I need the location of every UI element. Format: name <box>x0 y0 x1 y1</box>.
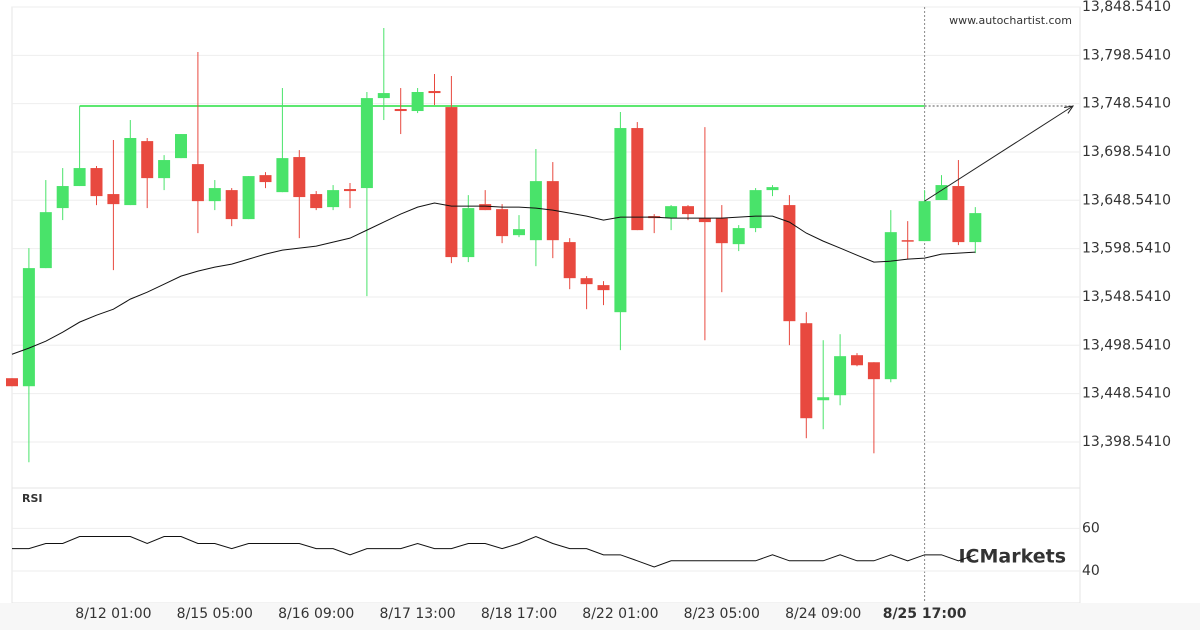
candle-body <box>344 189 356 192</box>
candle-body <box>766 187 779 191</box>
x-tick-label: 8/22 01:00 <box>582 606 658 622</box>
y-tick-label: 13,698.5410 <box>1082 144 1171 160</box>
source-label: www.autochartist.com <box>949 14 1072 27</box>
candle-body <box>851 355 863 366</box>
x-tick-label: 8/18 17:00 <box>481 606 557 622</box>
candle-body <box>698 218 711 223</box>
forecast-arrow <box>924 105 1074 202</box>
candle-body <box>259 175 272 183</box>
candle-body <box>682 206 694 215</box>
candle-body <box>411 91 424 112</box>
candle-body <box>310 194 323 209</box>
candle-body <box>377 93 390 99</box>
candle-body <box>90 168 103 197</box>
candle-body <box>445 107 458 258</box>
candle-body <box>496 209 509 237</box>
candle-body <box>631 128 644 231</box>
candle-body <box>6 378 18 387</box>
candle-body <box>107 194 120 205</box>
candle-body <box>546 181 559 241</box>
candle-body <box>749 190 762 229</box>
watermark: ICMarkets <box>958 546 1066 568</box>
candle-body <box>665 206 678 219</box>
plot-frame <box>11 6 1081 604</box>
candle-body <box>428 91 441 94</box>
y-tick-label: 13,398.5410 <box>1082 434 1171 450</box>
candle-body <box>141 141 154 179</box>
candle-body <box>394 109 407 112</box>
y-tick-label: 13,448.5410 <box>1082 386 1171 402</box>
y-tick-label: 13,798.5410 <box>1082 47 1171 63</box>
candle-body <box>208 188 221 202</box>
candle-body <box>884 232 897 380</box>
candle-body <box>242 176 255 220</box>
candle-body <box>952 186 965 243</box>
candle-body <box>969 213 982 243</box>
candle-body <box>39 212 52 269</box>
x-tick-label: 8/25 17:00 <box>883 606 967 622</box>
candle-body <box>479 204 492 211</box>
y-tick-label: 60 <box>1082 520 1100 536</box>
candle-body <box>901 240 914 242</box>
candle-body <box>867 362 880 380</box>
y-tick-label: 13,748.5410 <box>1082 96 1171 112</box>
y-tick-label: 13,548.5410 <box>1082 289 1171 305</box>
forecast-arrowhead <box>1064 105 1075 114</box>
candle-body <box>225 190 238 220</box>
candle-body <box>918 201 931 242</box>
candle-body <box>158 160 171 179</box>
candle-body <box>817 397 830 401</box>
candle-body <box>73 168 86 187</box>
candle-body <box>175 134 187 159</box>
candle-body <box>360 98 373 189</box>
y-tick-label: 13,648.5410 <box>1082 192 1171 208</box>
candle-body <box>715 218 728 244</box>
candle-body <box>614 128 627 313</box>
y-tick-label: 13,598.5410 <box>1082 241 1171 257</box>
x-tick-label: 8/15 05:00 <box>177 606 253 622</box>
candle-body <box>529 181 542 241</box>
x-tick-label: 8/17 13:00 <box>379 606 455 622</box>
candle-body <box>327 190 340 208</box>
x-tick-label: 8/24 09:00 <box>785 606 861 622</box>
candle-body <box>834 356 847 396</box>
candle-body <box>462 208 475 258</box>
x-tick-label: 8/23 05:00 <box>684 606 760 622</box>
rsi-line <box>12 535 976 568</box>
panel-title: RSI <box>22 492 43 505</box>
candle-body <box>293 157 306 198</box>
y-tick-label: 13,498.5410 <box>1082 337 1171 353</box>
candle-body <box>22 268 35 387</box>
candle-body <box>783 205 796 322</box>
x-tick-label: 8/16 09:00 <box>278 606 354 622</box>
candle-body <box>800 323 813 419</box>
x-axis-band <box>0 603 1200 630</box>
candle-body <box>732 228 745 245</box>
y-tick-label: 40 <box>1082 563 1100 579</box>
candle-body <box>124 138 137 206</box>
candle-body <box>597 285 610 291</box>
candle-body <box>513 229 525 236</box>
candle-body <box>56 186 69 209</box>
candle-body <box>580 278 593 285</box>
x-tick-label: 8/12 01:00 <box>75 606 151 622</box>
candle-body <box>191 164 204 202</box>
moving-average <box>11 202 976 355</box>
candle-body <box>276 158 289 193</box>
candle-body <box>563 242 576 279</box>
y-tick-label: 13,848.5410 <box>1082 0 1171 15</box>
